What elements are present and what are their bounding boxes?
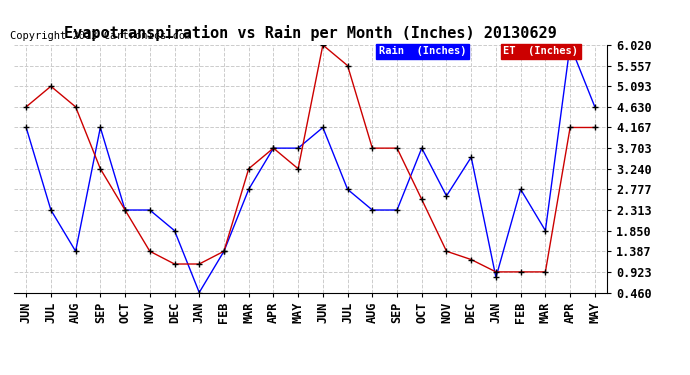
Text: Copyright 2013 Cartronics.com: Copyright 2013 Cartronics.com xyxy=(10,32,192,41)
Text: Rain  (Inches): Rain (Inches) xyxy=(379,46,466,56)
Text: ET  (Inches): ET (Inches) xyxy=(504,46,578,56)
Title: Evapotranspiration vs Rain per Month (Inches) 20130629: Evapotranspiration vs Rain per Month (In… xyxy=(64,25,557,41)
